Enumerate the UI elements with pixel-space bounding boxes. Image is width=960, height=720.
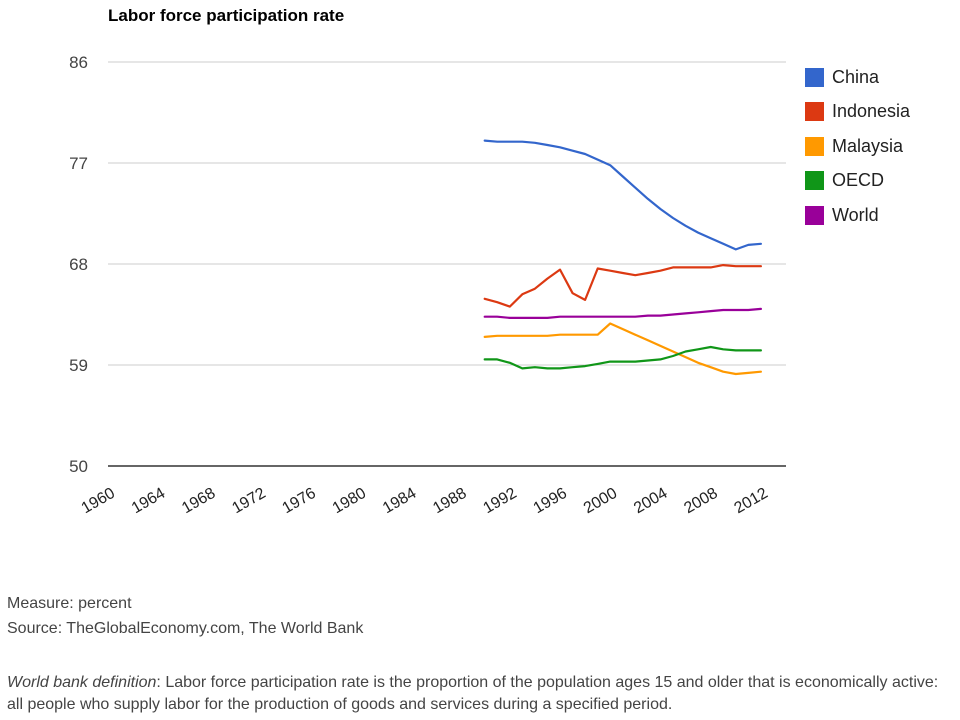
chart-title: Labor force participation rate <box>108 6 345 25</box>
x-axis: 1960 1964 1968 1972 1976 1980 1984 1988 1992 1996… <box>79 485 771 518</box>
measure-note: Measure: percent <box>7 595 132 612</box>
x-tick-label: 2012 <box>732 485 771 518</box>
x-tick-label: 2000 <box>581 485 620 518</box>
x-tick-label: 1960 <box>79 485 118 518</box>
y-tick-label: 77 <box>69 154 88 173</box>
x-tick-label: 1964 <box>129 485 168 518</box>
legend-item-china: China <box>805 60 910 95</box>
legend-item-malaysia: Malaysia <box>805 129 910 164</box>
gridlines <box>108 61 786 467</box>
definition-label: World bank definition <box>7 674 157 691</box>
series-line-china <box>483 139 763 251</box>
legend-swatch <box>805 205 824 225</box>
legend-label: OECD <box>832 170 885 191</box>
series-line-oecd <box>483 345 763 370</box>
legend-item-indonesia: Indonesia <box>805 95 910 130</box>
legend-item-world: World <box>805 198 910 233</box>
legend-label: Indonesia <box>832 101 911 122</box>
series-line-malaysia <box>483 322 763 376</box>
legend-swatch <box>805 136 824 156</box>
x-tick-label: 2004 <box>631 485 670 518</box>
definition-text: : Labor force participation rate is the … <box>7 674 939 713</box>
legend-swatch <box>805 102 824 122</box>
legend-swatch <box>805 67 824 87</box>
x-tick-label: 1984 <box>380 485 419 518</box>
legend-label: Malaysia <box>832 135 904 156</box>
x-tick-label: 1980 <box>330 485 369 518</box>
x-tick-label: 1992 <box>480 485 519 518</box>
x-tick-label: 1972 <box>229 485 268 518</box>
x-tick-label: 2008 <box>681 485 720 518</box>
y-axis: 50 59 68 77 86 <box>69 53 88 476</box>
legend-item-oecd: OECD <box>805 164 910 199</box>
legend: China Indonesia Malaysia OECD World <box>805 60 910 233</box>
x-tick-label: 1976 <box>280 485 319 518</box>
y-tick-label: 86 <box>69 53 88 72</box>
y-tick-label: 50 <box>69 457 88 476</box>
series-line-indonesia <box>483 264 763 308</box>
x-tick-label: 1968 <box>179 485 218 518</box>
source-note: Source: TheGlobalEconomy.com, The World … <box>7 620 364 637</box>
series-line-world <box>483 307 763 319</box>
x-tick-label: 1996 <box>531 485 570 518</box>
legend-label: World <box>832 204 879 225</box>
x-tick-label: 1988 <box>430 485 469 518</box>
y-tick-label: 59 <box>69 356 88 375</box>
legend-label: China <box>832 66 880 87</box>
y-tick-label: 68 <box>69 255 88 274</box>
legend-swatch <box>805 171 824 191</box>
series-lines <box>483 139 763 376</box>
definition-note: World bank definition: Labor force parti… <box>7 672 957 716</box>
